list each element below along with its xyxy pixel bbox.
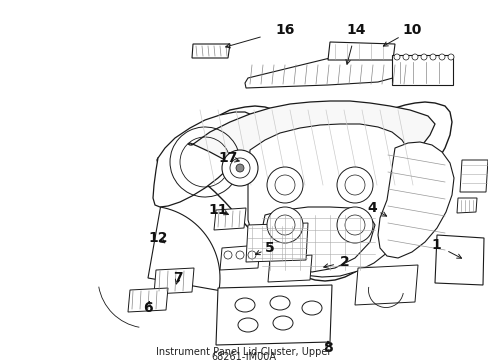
Polygon shape [220,245,260,270]
Circle shape [438,54,444,60]
Circle shape [229,158,249,178]
Polygon shape [187,101,434,190]
Polygon shape [459,160,487,192]
Polygon shape [247,124,417,277]
Ellipse shape [272,316,292,330]
Text: 4: 4 [366,201,376,215]
Circle shape [247,251,256,259]
Circle shape [402,54,408,60]
Circle shape [345,175,364,195]
Circle shape [236,251,244,259]
Polygon shape [192,44,229,58]
Circle shape [274,175,294,195]
Circle shape [336,167,372,203]
Circle shape [393,54,399,60]
Circle shape [236,164,244,172]
Circle shape [420,54,426,60]
Polygon shape [260,207,374,272]
Polygon shape [154,268,194,294]
Ellipse shape [238,318,258,332]
Polygon shape [153,112,254,207]
Polygon shape [327,42,394,60]
Ellipse shape [302,301,321,315]
Text: 1: 1 [430,238,440,252]
Circle shape [222,150,258,186]
Circle shape [411,54,417,60]
Circle shape [447,54,453,60]
Text: 10: 10 [402,23,421,37]
Polygon shape [216,285,331,345]
Polygon shape [377,142,453,258]
Text: 68261-JM00A: 68261-JM00A [211,352,276,360]
Polygon shape [267,255,311,282]
Circle shape [266,167,303,203]
Text: Instrument Panel Lid-Cluster, Upper: Instrument Panel Lid-Cluster, Upper [156,347,331,357]
Polygon shape [434,235,483,285]
Circle shape [336,207,372,243]
Text: 7: 7 [173,271,183,285]
Circle shape [224,251,231,259]
Text: 16: 16 [275,23,294,37]
Polygon shape [157,102,451,281]
Polygon shape [456,198,476,213]
Text: 8: 8 [323,341,332,355]
Text: 6: 6 [143,301,153,315]
Text: 17: 17 [218,151,237,165]
Circle shape [345,215,364,235]
Polygon shape [128,288,168,312]
Polygon shape [148,207,220,291]
Text: 5: 5 [264,241,274,255]
Polygon shape [354,265,417,305]
Text: 14: 14 [346,23,365,37]
Circle shape [429,54,435,60]
Text: 2: 2 [340,255,349,269]
Polygon shape [214,208,245,230]
Circle shape [274,215,294,235]
Circle shape [266,207,303,243]
Polygon shape [244,56,414,88]
Polygon shape [245,223,307,262]
Text: 12: 12 [148,231,167,245]
Ellipse shape [235,298,254,312]
Ellipse shape [269,296,289,310]
Text: 11: 11 [208,203,227,217]
Polygon shape [391,55,452,85]
